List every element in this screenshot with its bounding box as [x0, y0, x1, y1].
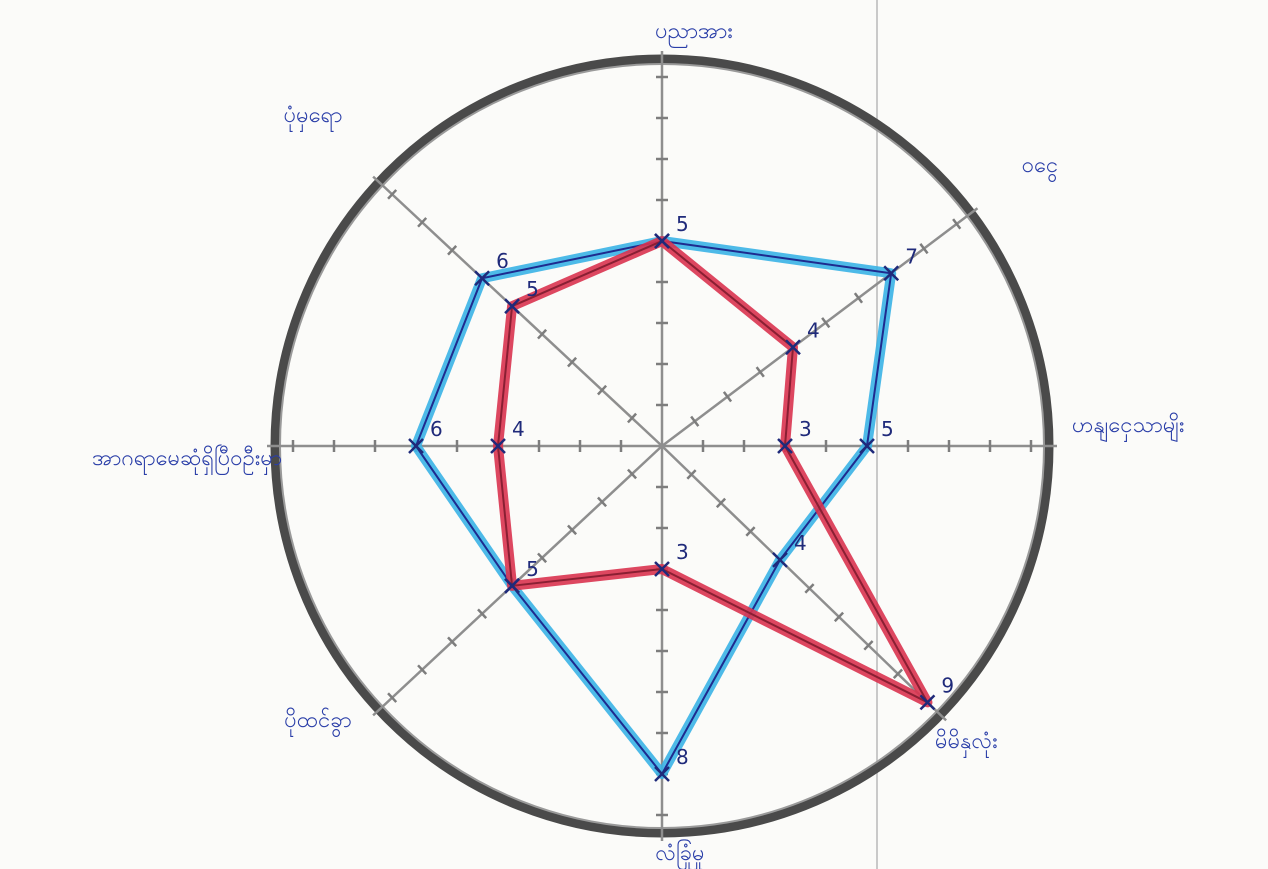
axis-tick — [597, 496, 608, 508]
data-label: 5 — [676, 212, 689, 236]
series-area-1 — [493, 236, 933, 708]
data-label: 8 — [676, 745, 689, 769]
axis-tick — [821, 317, 831, 329]
axis-tick — [627, 468, 638, 480]
axis-label: ပညာအား — [655, 19, 733, 48]
axis-tick — [567, 356, 578, 368]
grid — [267, 51, 1057, 841]
data-label: 3 — [799, 417, 812, 441]
data-point — [408, 438, 424, 454]
axis-label: ဟနျငှေသာမျိး — [1072, 412, 1184, 443]
axis-tick — [477, 608, 488, 620]
data-label: 6 — [430, 417, 443, 441]
axis-tick — [833, 611, 845, 623]
axis-tick — [919, 243, 929, 255]
axis-tick — [387, 692, 398, 703]
data-label: 4 — [512, 417, 525, 441]
data-label: 6 — [496, 249, 509, 273]
axis-tick — [755, 366, 765, 378]
data-point — [504, 577, 520, 594]
axis-tick — [537, 328, 548, 340]
data-point — [654, 561, 670, 577]
data-point — [859, 438, 875, 454]
data-point — [785, 339, 801, 356]
axis-tick — [447, 245, 458, 256]
axis-tick — [715, 497, 727, 509]
data-label: 4 — [794, 531, 807, 555]
data-label: 7 — [905, 244, 918, 268]
axis-tick — [597, 384, 608, 396]
axis-tick — [387, 189, 398, 200]
axis-tick — [417, 217, 428, 228]
axis-tick — [853, 292, 864, 304]
axis-tick — [627, 412, 638, 424]
data-point — [772, 552, 788, 568]
data-label: 4 — [807, 318, 820, 342]
data-point — [654, 233, 670, 249]
series — [411, 236, 933, 779]
data-point — [919, 694, 936, 711]
data-point — [777, 438, 793, 454]
data-label: 3 — [676, 540, 689, 564]
axis-labels: ပညာအားဝငွေဟနျငှေသာမျိးမိမိနှလုံးလံခြုံမှ… — [92, 19, 1184, 869]
axis-tick — [537, 552, 548, 564]
data-point — [504, 298, 520, 315]
data-point — [474, 270, 490, 287]
axis-tick — [892, 668, 904, 680]
axis-tick — [417, 664, 428, 675]
axis-label: ဝငွေ — [1022, 153, 1059, 183]
axis-tick — [952, 218, 962, 230]
data-point — [654, 766, 670, 782]
series-line-1 — [497, 240, 929, 704]
axis-tick — [690, 415, 700, 427]
data-label: 5 — [881, 417, 894, 441]
axis-tick — [745, 526, 756, 537]
axis-tick — [567, 524, 578, 536]
data-label: 5 — [526, 277, 539, 301]
axis-tick — [863, 640, 874, 651]
axis-tick — [686, 469, 697, 480]
data-point — [490, 438, 506, 454]
axis-tick — [447, 636, 458, 647]
axis-tick — [722, 391, 733, 403]
axis-label: အာဂရာမေဆုံရှိပြီဝဦးမှာ — [92, 444, 282, 476]
data-label: 5 — [526, 557, 539, 581]
axis-tick — [804, 583, 815, 594]
axis-label: လံခြုံမှု — [655, 839, 704, 869]
data-point — [883, 265, 900, 282]
axis-label: မိမိနှလုံး — [935, 728, 998, 759]
axis-label: ပုံမှရော — [284, 103, 343, 133]
data-label: 9 — [941, 673, 954, 697]
axis-label: ပိုထင်ခွာ — [284, 707, 351, 738]
